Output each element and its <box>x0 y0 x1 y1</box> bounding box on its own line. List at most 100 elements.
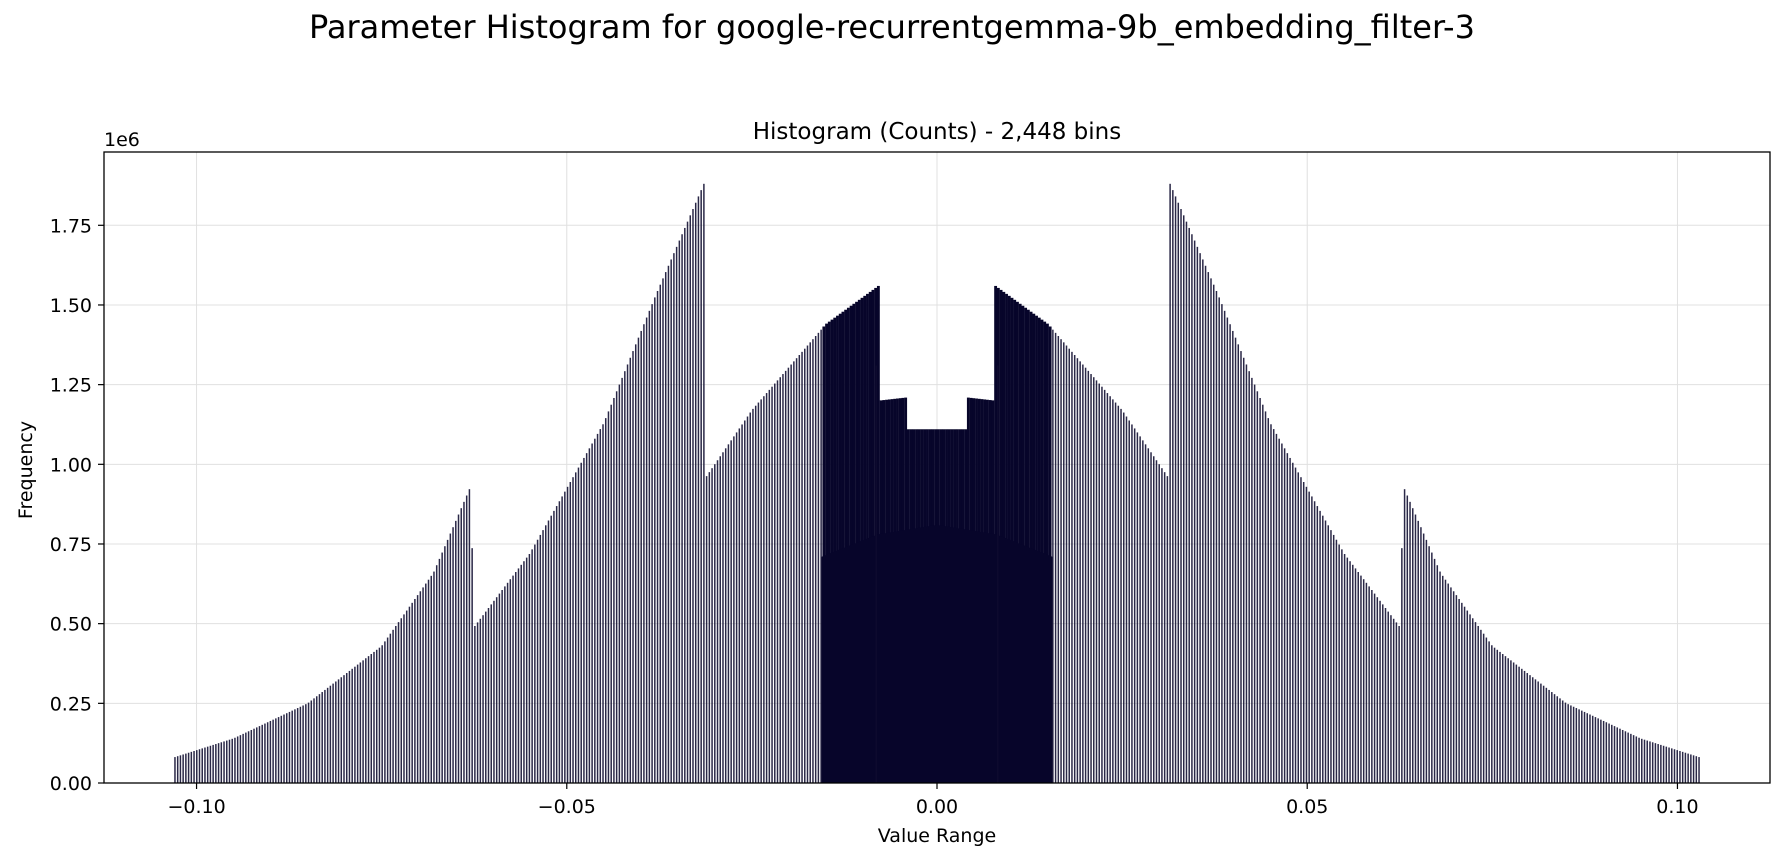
histogram-bar <box>1084 367 1087 783</box>
histogram-bar <box>337 679 340 783</box>
histogram-bar <box>264 723 266 783</box>
histogram-bar <box>185 753 187 783</box>
histogram-bar <box>307 702 310 783</box>
histogram-bar <box>1021 305 1025 783</box>
histogram-bar <box>787 367 790 783</box>
histogram-bar <box>626 364 629 783</box>
histogram-bar <box>1150 452 1152 783</box>
histogram-bar <box>269 720 272 783</box>
histogram-bar <box>266 722 269 783</box>
histogram-bar <box>1311 496 1313 783</box>
histogram-bar <box>1540 683 1542 783</box>
histogram-bar <box>1559 698 1561 783</box>
histogram-bar <box>689 215 692 783</box>
histogram-bar <box>1229 324 1231 783</box>
histogram-bar <box>204 747 206 783</box>
histogram-bar <box>844 309 848 783</box>
histogram-bar <box>580 462 582 783</box>
histogram-bar <box>1131 424 1133 783</box>
histogram-bar <box>795 358 798 783</box>
histogram-bar <box>1643 739 1646 783</box>
histogram-bar <box>351 668 353 783</box>
histogram-bar <box>1068 348 1070 783</box>
histogram-bar <box>1692 755 1695 783</box>
histogram-bar <box>825 323 829 783</box>
histogram-bar <box>356 664 359 783</box>
histogram-bar <box>1447 583 1449 783</box>
histogram-bar <box>1327 525 1329 783</box>
histogram-bar <box>1133 428 1136 783</box>
histogram-bar <box>1065 345 1068 783</box>
histogram-bar <box>1262 404 1264 783</box>
histogram-bar <box>1493 647 1496 783</box>
histogram-bar <box>814 336 817 783</box>
y-tick-label: 0.00 <box>50 773 92 795</box>
histogram-bar <box>820 329 822 783</box>
histogram-bar <box>1431 552 1433 783</box>
histogram-bar <box>722 452 724 783</box>
histogram-bar <box>1322 515 1324 783</box>
histogram-bar <box>430 575 432 783</box>
x-tick-label: 0.10 <box>1656 796 1698 818</box>
histogram-bar <box>182 754 184 783</box>
histogram-bar <box>1403 489 1406 783</box>
histogram-bar <box>640 330 642 783</box>
histogram-bar <box>558 501 561 783</box>
histogram-bar <box>310 700 313 783</box>
histogram-bar <box>1512 662 1515 783</box>
histogram-bar <box>280 715 283 783</box>
histogram-bar <box>708 472 711 783</box>
histogram-bar <box>1501 654 1504 783</box>
histogram-bar <box>512 575 514 783</box>
histogram-bar <box>403 614 405 783</box>
histogram-bar <box>1608 723 1610 783</box>
histogram-spike <box>996 365 999 783</box>
histogram-bar <box>206 746 209 783</box>
histogram-bar <box>1163 472 1166 783</box>
histogram-bar <box>1564 702 1567 783</box>
histogram-bar <box>1087 370 1090 783</box>
histogram-bar <box>763 396 765 783</box>
histogram-bar <box>774 383 776 783</box>
histogram-bar <box>771 386 773 783</box>
histogram-bar <box>247 731 250 783</box>
histogram-bar <box>634 344 637 783</box>
histogram-bar <box>1463 606 1466 783</box>
histogram-bar <box>1591 715 1594 783</box>
histogram-bar <box>1191 234 1193 784</box>
histogram-bar <box>1561 700 1564 783</box>
histogram-bar <box>329 685 332 783</box>
histogram-bar <box>1602 720 1605 783</box>
histogram-bar <box>855 301 859 783</box>
histogram-bar <box>857 299 861 783</box>
histogram-spike <box>875 365 878 783</box>
histogram-bar <box>1542 685 1545 783</box>
histogram-bar <box>1406 495 1409 783</box>
histogram-bar <box>345 673 348 783</box>
histogram-bar <box>1523 670 1526 783</box>
histogram-bar <box>1341 549 1343 783</box>
histogram-bar <box>1354 568 1357 783</box>
histogram-bar <box>534 544 536 783</box>
histogram-bar <box>1332 534 1335 783</box>
histogram-bar <box>1657 744 1659 783</box>
histogram-bar <box>441 552 443 783</box>
histogram-bar <box>444 546 446 783</box>
histogram-bar <box>1461 602 1463 783</box>
histogram-bar <box>1029 311 1033 783</box>
histogram-bar <box>1120 408 1122 783</box>
histogram-bar <box>1480 629 1482 783</box>
histogram-bar <box>1210 278 1212 783</box>
histogram-bar <box>1586 713 1589 783</box>
x-axis-label: Value Range <box>878 825 996 847</box>
histogram-bar <box>793 361 795 783</box>
histogram-bar <box>798 355 801 783</box>
histogram-bar <box>1382 604 1384 783</box>
y-tick-label: 1.50 <box>50 295 92 317</box>
histogram-bar <box>452 527 454 783</box>
histogram-bar <box>1589 714 1591 783</box>
histogram-bar <box>1548 689 1550 783</box>
histogram-bar <box>1172 190 1174 784</box>
histogram-bar <box>1698 757 1700 783</box>
histogram-bar <box>1469 614 1471 783</box>
